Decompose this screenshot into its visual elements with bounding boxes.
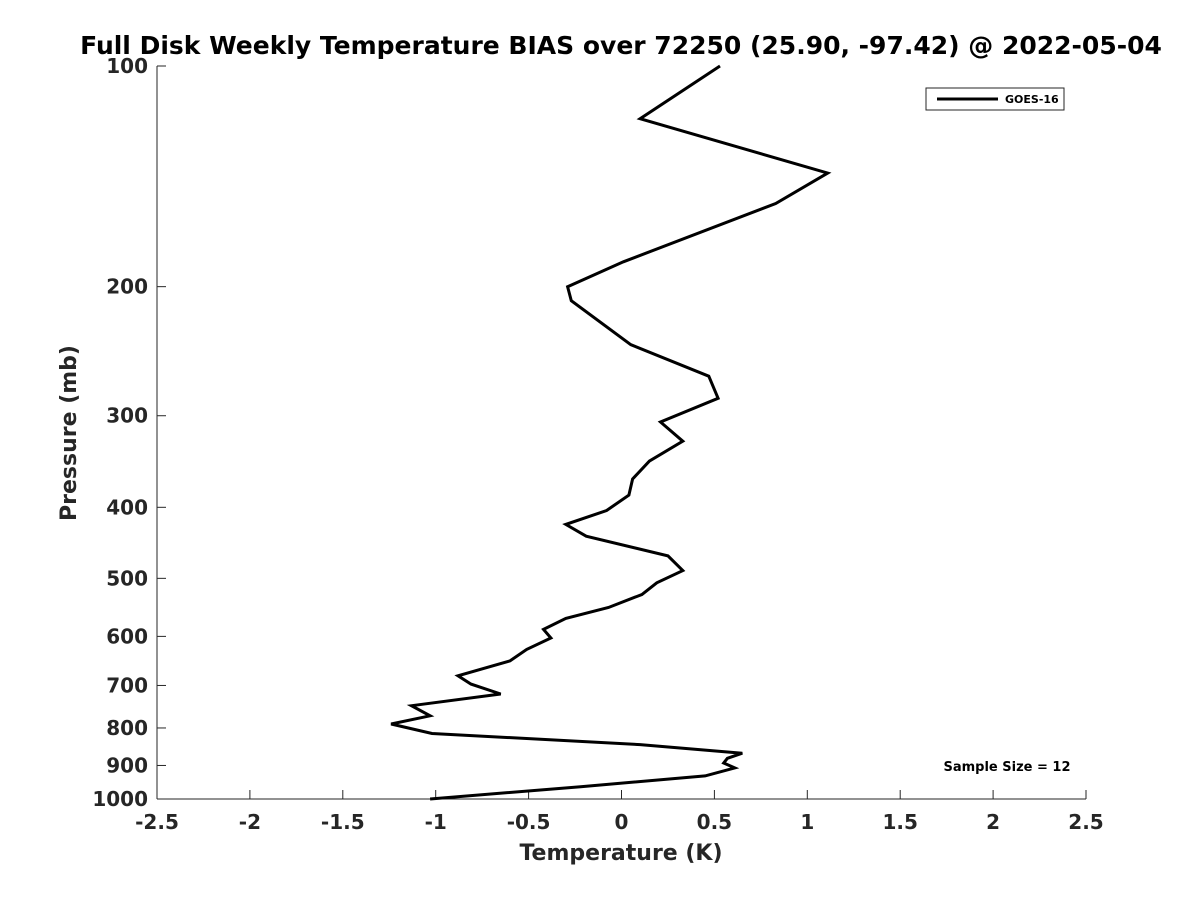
x-tick-label: 2 — [986, 810, 1000, 834]
x-tick-label: -1 — [425, 810, 447, 834]
legend-label: GOES-16 — [1005, 93, 1059, 106]
x-tick-label: -2 — [239, 810, 261, 834]
x-tick-label: 2.5 — [1068, 810, 1103, 834]
chart-title: Full Disk Weekly Temperature BIAS over 7… — [80, 31, 1162, 60]
y-tick-label: 600 — [106, 624, 148, 648]
x-ticks: -2.5 -2 -1.5 -1 -0.5 0 0.5 1 1.5 2 2.5 — [135, 790, 1104, 834]
x-tick-label: 0.5 — [697, 810, 732, 834]
x-axis-label: Temperature (K) — [519, 841, 722, 866]
x-tick-label: -0.5 — [507, 810, 551, 834]
y-tick-label: 800 — [106, 716, 148, 740]
y-tick-label: 400 — [106, 495, 148, 519]
legend: GOES-16 — [925, 87, 1065, 111]
y-tick-label: 700 — [106, 673, 148, 697]
x-tick-label: 0 — [615, 810, 629, 834]
y-tick-label: 500 — [106, 566, 148, 590]
x-tick-label: 1 — [800, 810, 814, 834]
plot-axes — [156, 66, 1086, 800]
x-tick-label: 1.5 — [882, 810, 917, 834]
y-tick-label: 300 — [106, 404, 148, 428]
y-ticks: 100 200 300 400 500 600 700 800 900 1000 — [92, 54, 166, 811]
series-line-goes-16 — [390, 64, 832, 801]
y-tick-label: 1000 — [92, 787, 148, 811]
sample-size-annotation: Sample Size = 12 — [943, 760, 1070, 775]
y-tick-label: 900 — [106, 753, 148, 777]
y-tick-label: 200 — [106, 275, 148, 299]
x-tick-label: -2.5 — [135, 810, 179, 834]
y-axis-label: Pressure (mb) — [57, 345, 82, 521]
x-tick-label: -1.5 — [321, 810, 365, 834]
y-tick-label: 100 — [106, 54, 148, 78]
